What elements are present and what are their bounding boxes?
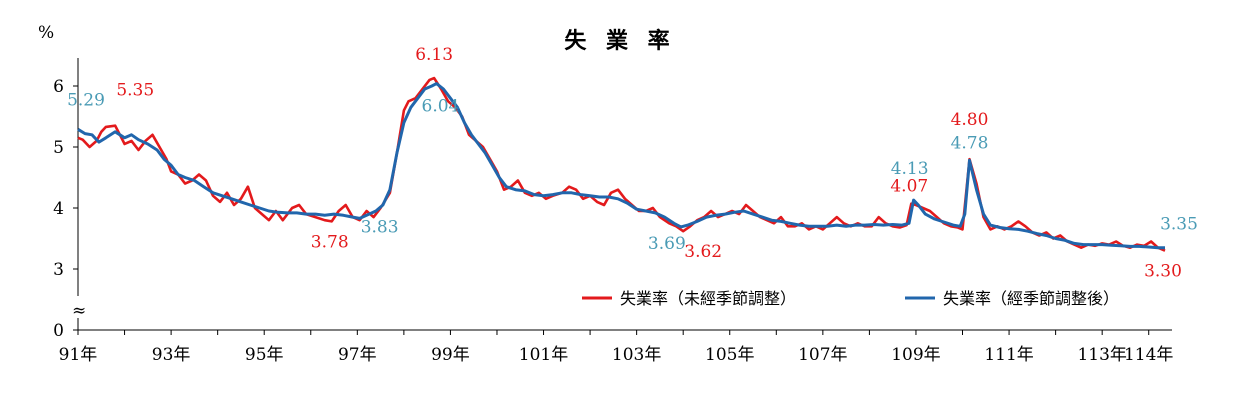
annotation-adjusted: 4.78 [951,133,989,153]
chart-title: 失 業 率 [564,28,675,54]
series-layer [77,76,1166,252]
legend-label-unadjusted: 失業率（未經季節調整） [620,289,796,308]
y-axis-unit-label: % [38,23,54,43]
y-tick-label: 6 [53,77,64,97]
x-tick-label: 97年 [338,345,377,365]
x-tick-label: 107年 [798,345,847,365]
x-tick-label: 113年 [1077,345,1126,365]
x-tick-label: 103年 [612,345,661,365]
x-tick-label: 111年 [984,345,1033,365]
annotation-layer: 5.35 3.78 6.13 3.62 4.07 4.80 3.30 5.29 3.83 6.04… [67,45,1198,282]
x-tick-label: 101年 [519,345,568,365]
x-tick-label: 93年 [152,345,191,365]
annotation-adjusted: 3.69 [648,234,686,254]
annotation-unadjusted: 4.80 [951,110,989,130]
annotation-unadjusted: 3.30 [1144,262,1182,282]
series-line-unadjusted [77,76,1166,252]
annotation-adjusted: 4.13 [891,159,929,179]
annotation-unadjusted: 4.07 [890,177,928,197]
annotation-adjusted: 3.35 [1160,215,1198,235]
annotation-adjusted: 3.83 [361,217,399,237]
x-tick-label: 105年 [705,345,754,365]
annotation-unadjusted: 5.35 [116,81,154,101]
annotation-unadjusted: 3.78 [311,232,349,252]
annotation-unadjusted: 6.13 [415,45,453,65]
y-tick-label: 3 [53,260,64,280]
legend: 失業率（未經季節調整） 失業率（經季節調整後） [582,289,1119,308]
series-line-adjusted [77,82,1165,250]
annotation-adjusted: 6.04 [422,97,460,117]
axes: ≈0 3 4 5 6 91年 93年 95年 97年 99年 101年 103年 105年 107年 109… [53,58,1173,365]
x-tick-label: 91年 [59,345,98,365]
y-tick-label: 0 [53,321,64,341]
legend-label-adjusted: 失業率（經季節調整後） [943,289,1119,308]
x-tick-label: 99年 [431,345,470,365]
annotation-adjusted: 5.29 [67,90,105,110]
annotation-unadjusted: 3.62 [684,242,722,262]
x-tick-label: 109年 [891,345,940,365]
x-tick-label: 114年 [1124,345,1173,365]
y-tick-label: 4 [53,199,64,219]
x-tick-label: 95年 [245,345,284,365]
y-tick-label: 5 [53,138,64,158]
y-axis-break-mark: ≈ [72,301,86,321]
